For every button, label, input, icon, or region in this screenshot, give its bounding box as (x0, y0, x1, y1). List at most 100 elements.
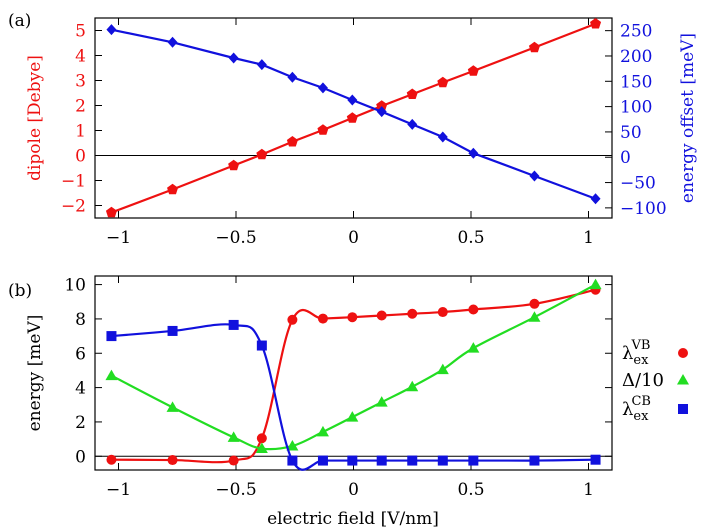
panel-b-x-tick-label: 0 (348, 480, 359, 500)
panel-b-y-tick-label: 0 (75, 447, 86, 467)
panel-a-x-tick-label: 1 (583, 228, 594, 248)
panel-b-data-point (317, 313, 328, 324)
panel-a-right-tick-label: 250 (620, 22, 652, 42)
panel-a-right-tick-label: 100 (620, 98, 652, 118)
panel-a-left-tick-label: 2 (75, 97, 86, 117)
legend-label-main: Δ/10 (622, 370, 664, 391)
panel-b-data-point (256, 433, 267, 444)
panel-b-data-point (375, 396, 388, 407)
panel-b-x-tick-label: −1 (106, 480, 131, 500)
panel-b-data-point (167, 325, 178, 336)
legend-marker (677, 374, 689, 385)
panel-a-left-tick-label: 5 (75, 22, 86, 42)
panel-b-x-tick-label: 1 (583, 480, 594, 500)
panel-a-data-point (468, 147, 479, 159)
panel-b-data-point (286, 439, 299, 451)
panel-a-left-tick-label: −2 (61, 197, 86, 217)
panel-b-y-tick-label: 8 (75, 310, 86, 330)
panel-a-data-point (376, 106, 387, 118)
panel-b-x-tick-label: −0.5 (215, 480, 256, 500)
panel-b-data-point (468, 304, 479, 315)
panel-b-data-point (589, 278, 602, 290)
panel-a-left-tick-label: 0 (75, 147, 86, 167)
panel-a: (a) −1 −0.5 0 0.5 1 −2 −1 0 1 2 3 4 5 −100 −50 0 50 100 15… (8, 11, 698, 248)
panel-a-right-tick-label: 200 (620, 47, 652, 67)
panel-b-y-tick-label: 6 (75, 344, 86, 364)
legend-label-superscript: VB (630, 338, 650, 353)
panel-a-data-point (167, 36, 178, 48)
panel-b-y-tick-label: 2 (75, 413, 86, 433)
panel-a-x-tick-label: −0.5 (215, 228, 256, 248)
panel-a-data-point (287, 71, 298, 83)
panel-b-y-axis-label: energy [meV] (25, 315, 45, 432)
legend-label-superscript: CB (631, 394, 651, 409)
panel-a-left-tick-label: 3 (75, 72, 86, 92)
panel-a-data-point (590, 17, 602, 29)
panel-b-data-point (346, 411, 359, 422)
panel-b-data-point (256, 340, 267, 351)
legend-label-main: λ (622, 343, 633, 364)
panel-a-data-point (347, 94, 358, 106)
panel-a-data-point (407, 118, 418, 130)
panel-b-data-point (255, 442, 268, 454)
panel-a-ticks: −1 −0.5 0 0.5 1 −2 −1 0 1 2 3 4 5 −100 −50 0 50 100 150 200… (61, 18, 667, 248)
panel-a-x-tick-label: 0 (348, 228, 359, 248)
panel-a-data-point (256, 148, 268, 160)
legend-label: Δ/10 (622, 370, 664, 391)
panel-b-data-point (166, 401, 179, 412)
panel-a-data-point (167, 183, 179, 195)
panel-b-data-point (347, 312, 358, 323)
panel-a-data-point (406, 88, 418, 99)
panel-b-data-point (529, 455, 540, 466)
panel-b-data-point (437, 455, 448, 466)
panel-a-left-tick-label: 4 (75, 47, 86, 67)
panel-b-data-point (376, 455, 387, 466)
legend-label: λexCB (622, 394, 651, 424)
panel-b-data-point (228, 319, 239, 330)
panel-b-data-point (436, 363, 449, 375)
panel-a-data-point (256, 59, 267, 71)
panel-a-data-point (590, 193, 601, 205)
panel-b-data-point (376, 310, 387, 321)
panel-b-series-line (110, 283, 597, 451)
legend-label-main: λ (622, 399, 633, 420)
panel-b-data-point (437, 307, 448, 318)
panel-b-y-tick-label: 10 (64, 276, 86, 296)
panel-a-data-point (467, 65, 479, 76)
panel-b-data-point (228, 455, 239, 466)
x-axis-label: electric field [V/nm] (267, 509, 439, 529)
panel-b-series-line (111, 323, 596, 471)
panel-a-data-point (228, 159, 240, 171)
panel-a-left-tick-label: −1 (61, 172, 86, 192)
panel-a-data-point (528, 41, 540, 53)
panel-a-data-point (228, 52, 239, 64)
panel-a-right-tick-label: −100 (620, 199, 667, 219)
panel-b-series (105, 278, 602, 471)
panel-a-series (105, 17, 602, 218)
panel-b-data-point (468, 455, 479, 466)
panel-a-data-point (317, 82, 328, 94)
panel-b-y-tick-label: 4 (75, 379, 86, 399)
panel-a-data-point (437, 76, 449, 88)
panel-a-data-point (346, 112, 358, 123)
legend-label: λexVB (622, 338, 650, 368)
panel-b-data-point (347, 455, 358, 466)
legend-marker (678, 404, 688, 414)
panel-b-data-point (528, 311, 541, 322)
panel-a-data-point (529, 170, 540, 182)
panel-b-data-point (105, 369, 118, 381)
panel-b-data-point (106, 454, 117, 465)
panel-a-data-point (317, 124, 329, 135)
panel-b-data-point (407, 308, 418, 319)
panel-b-data-point (106, 331, 117, 342)
panel-a-data-point (105, 206, 117, 218)
panel-a-left-axis-label: dipole [Debye] (25, 55, 45, 181)
panel-b-data-point (407, 455, 418, 466)
panel-a-right-axis-label: energy offset [meV] (678, 33, 698, 203)
panel-b-data-point (287, 314, 298, 325)
panel-b-data-point (287, 455, 298, 466)
panel-a-x-tick-label: −1 (106, 228, 131, 248)
